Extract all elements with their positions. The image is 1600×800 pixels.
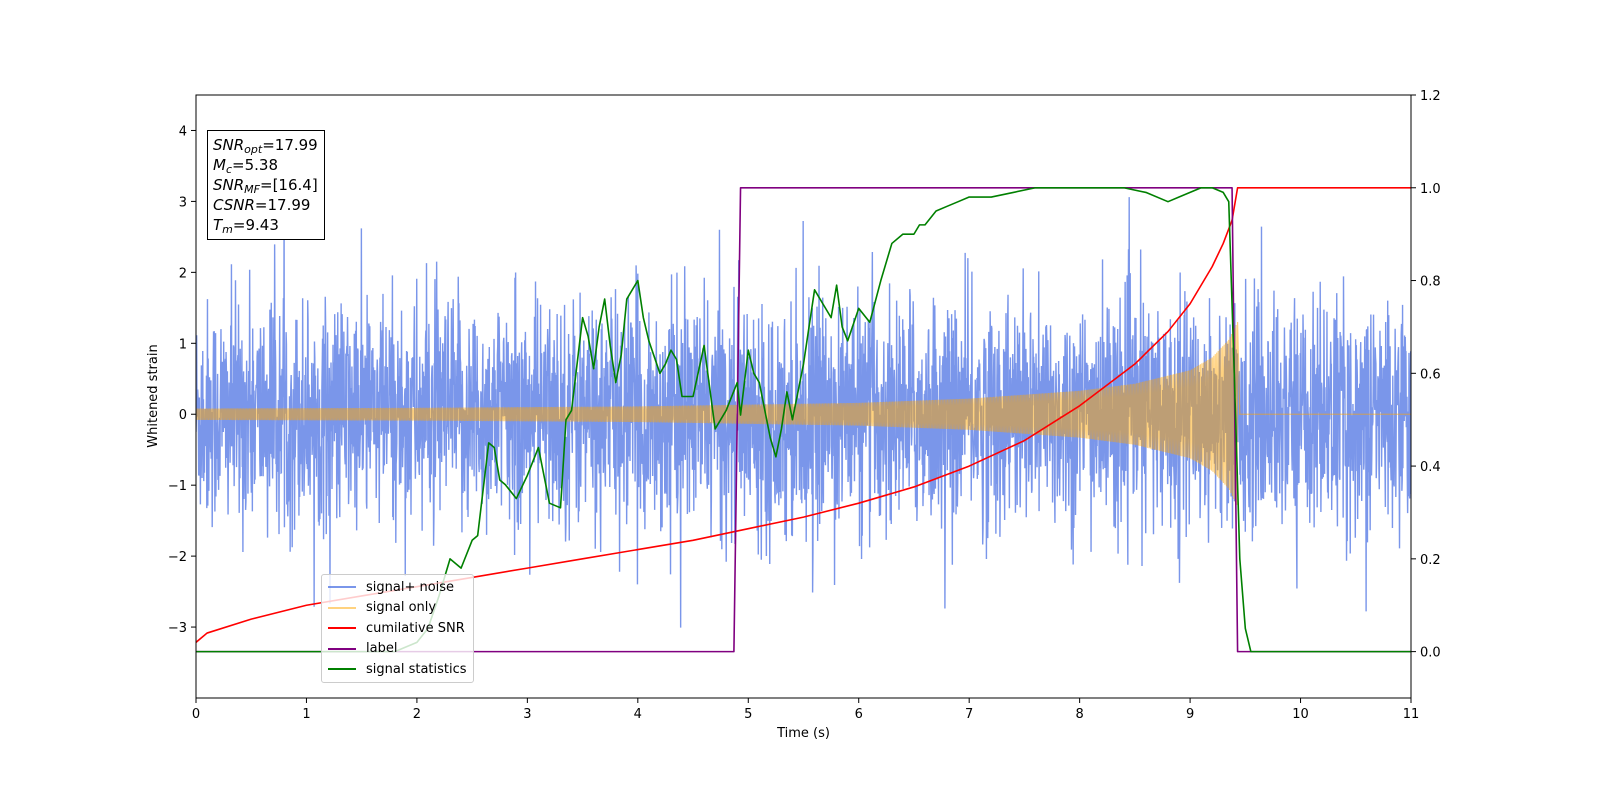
- legend-item-label: label: [328, 639, 467, 660]
- y-tick-label-left: 0: [179, 408, 187, 423]
- legend-label-cumulative-snr: cumilative SNR: [366, 620, 465, 636]
- y-axis-right: 0.0 0.2 0.4 0.6 0.8 1.0 1.2: [1411, 89, 1441, 661]
- y-tick-label-left: 2: [179, 266, 187, 281]
- info-snr-mf: SNRMF=[16.4]: [213, 176, 318, 196]
- x-tick-label: 9: [1186, 707, 1194, 722]
- plot-frame: [195, 94, 1412, 699]
- y-tick-label-right: 1.2: [1420, 89, 1441, 104]
- info-snr-opt: SNRopt=17.99: [213, 136, 318, 156]
- x-tick-label: 10: [1292, 707, 1309, 722]
- y-tick-label-left: 4: [179, 124, 187, 139]
- y-tick-label-left: −1: [168, 479, 187, 494]
- legend-item-signal-statistics: signal statistics: [328, 659, 467, 680]
- y-tick-label-right: 0.2: [1420, 553, 1441, 568]
- legend-swatch-label: [328, 647, 356, 650]
- legend-swatch-cumulative-snr: [328, 627, 356, 630]
- legend-label-label: label: [366, 641, 398, 657]
- info-box: SNRopt=17.99 Mc=5.38 SNRMF=[16.4] CSNR=1…: [207, 130, 325, 240]
- series-signal-statistics: [196, 186, 1411, 653]
- x-tick-label: 0: [192, 707, 200, 722]
- y-tick-label-left: 3: [179, 195, 187, 210]
- x-tick-label: 7: [965, 707, 973, 722]
- x-tick-label: 5: [744, 707, 752, 722]
- legend-item-signal-only: signal only: [328, 598, 467, 619]
- y-tick-label-right: 0.0: [1420, 646, 1441, 661]
- y-tick-label-right: 0.8: [1420, 275, 1441, 290]
- x-tick-label: 4: [634, 707, 642, 722]
- x-tick-label: 6: [855, 707, 863, 722]
- y-axis-title: Whitened strain: [146, 344, 161, 447]
- x-tick-label: 8: [1075, 707, 1083, 722]
- y-tick-label-left: −3: [168, 621, 187, 636]
- info-tm: Tm=9.43: [213, 216, 279, 236]
- legend-label-signal-statistics: signal statistics: [366, 661, 467, 677]
- legend-label-signal-only: signal only: [366, 600, 437, 616]
- x-tick-label: 11: [1403, 707, 1420, 722]
- legend-label-signal-noise: signal+ noise: [366, 579, 455, 595]
- legend-item-cumulative-snr: cumilative SNR: [328, 618, 467, 639]
- legend-swatch-signal-statistics: [328, 668, 356, 671]
- y-tick-label-right: 0.4: [1420, 460, 1441, 475]
- legend-swatch-signal-only: [328, 606, 356, 609]
- series-signal-only: [196, 321, 1411, 505]
- x-tick-label: 2: [413, 707, 421, 722]
- info-csnr: CSNR=17.99: [213, 196, 311, 214]
- y-tick-label-right: 1.0: [1420, 182, 1441, 197]
- legend-item-signal-noise: signal+ noise: [328, 577, 467, 598]
- y-tick-label-left: 1: [179, 337, 187, 352]
- x-axis: 0 1 2 3 4 5 6 7 8 9 10 11: [192, 698, 1419, 722]
- legend-swatch-signal-noise: [328, 586, 356, 589]
- y-tick-label-left: −2: [168, 550, 187, 565]
- x-axis-title: Time (s): [776, 726, 830, 741]
- info-mc: Mc=5.38: [213, 156, 278, 176]
- x-tick-label: 1: [302, 707, 310, 722]
- legend: signal+ noise signal only cumilative SNR…: [321, 574, 474, 683]
- x-tick-label: 3: [523, 707, 531, 722]
- y-tick-label-right: 0.6: [1420, 367, 1441, 382]
- y-axis-left: −3 −2 −1 0 1 2 3 4: [168, 124, 196, 636]
